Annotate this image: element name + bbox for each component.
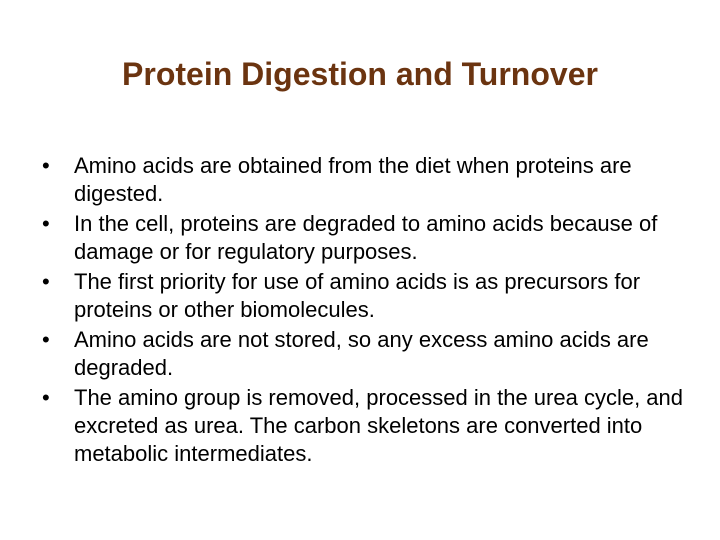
bullet-item: • The first priority for use of amino ac…	[36, 268, 684, 324]
bullet-item: • Amino acids are obtained from the diet…	[36, 152, 684, 208]
slide: Protein Digestion and Turnover • Amino a…	[0, 0, 720, 540]
bullet-text: In the cell, proteins are degraded to am…	[74, 210, 684, 266]
bullet-text: Amino acids are not stored, so any exces…	[74, 326, 684, 382]
slide-title: Protein Digestion and Turnover	[0, 56, 720, 93]
bullet-marker-icon: •	[36, 268, 74, 296]
bullet-text: The amino group is removed, processed in…	[74, 384, 684, 468]
bullet-marker-icon: •	[36, 152, 74, 180]
bullet-item: • In the cell, proteins are degraded to …	[36, 210, 684, 266]
bullet-marker-icon: •	[36, 326, 74, 354]
bullet-item: • The amino group is removed, processed …	[36, 384, 684, 468]
bullet-text: The first priority for use of amino acid…	[74, 268, 684, 324]
bullet-marker-icon: •	[36, 210, 74, 238]
bullet-text: Amino acids are obtained from the diet w…	[74, 152, 684, 208]
slide-body: • Amino acids are obtained from the diet…	[36, 152, 684, 470]
bullet-marker-icon: •	[36, 384, 74, 412]
bullet-item: • Amino acids are not stored, so any exc…	[36, 326, 684, 382]
